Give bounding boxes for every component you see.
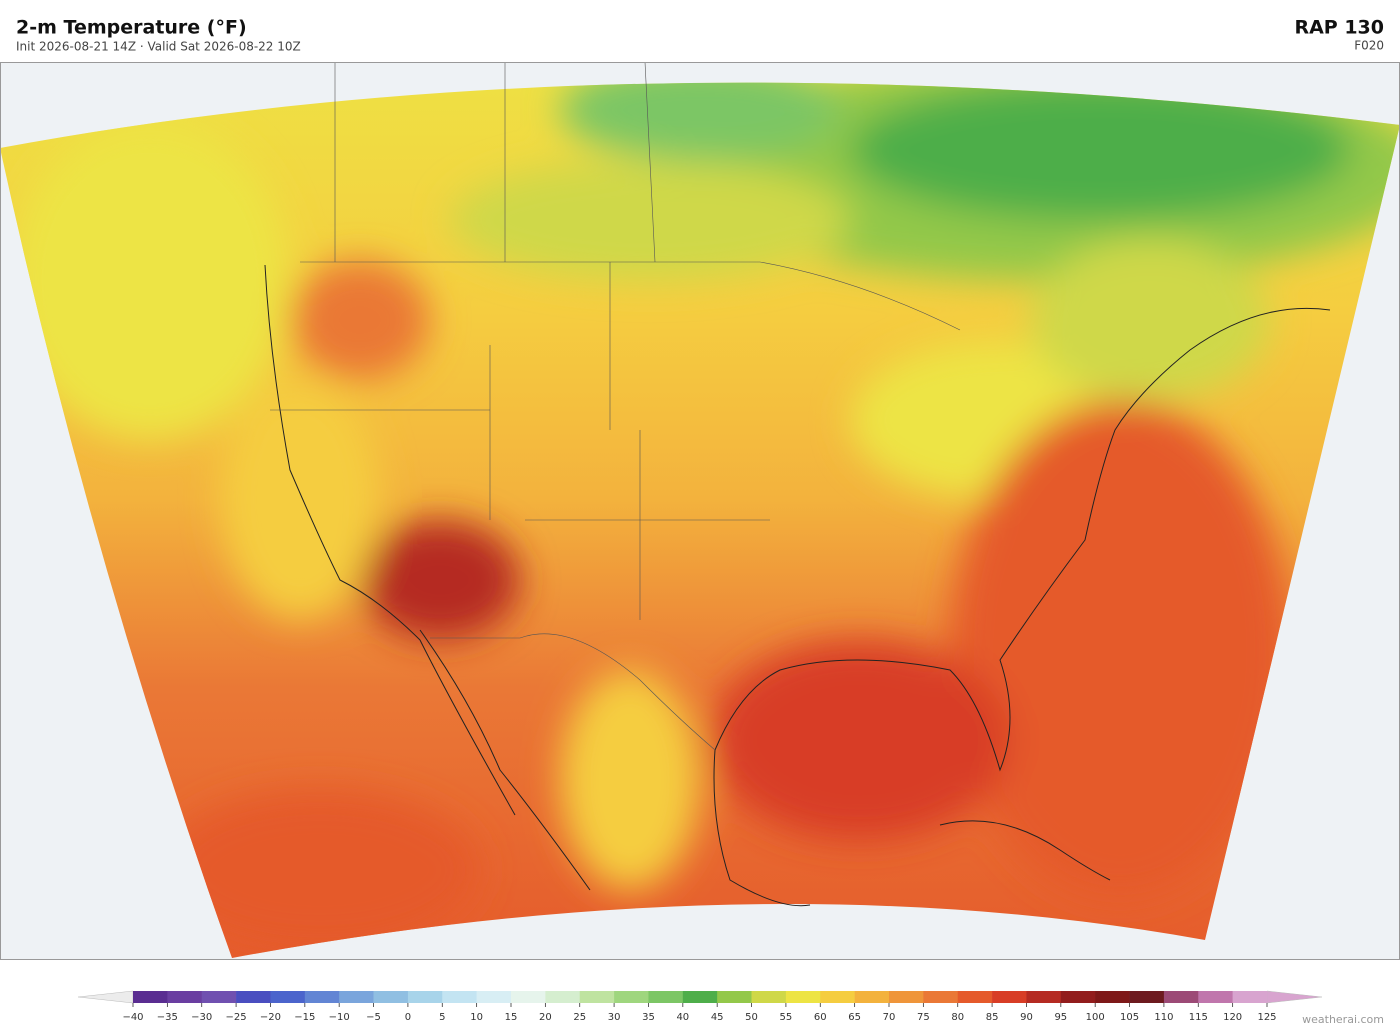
colorbar-bin [1095,991,1130,1003]
colorbar-bin [682,991,718,1003]
borders [270,62,961,751]
colorbar-tick-label: 125 [1257,1012,1276,1023]
colorbar-tick-label: −5 [366,1012,381,1023]
colorbar-bin [1026,991,1062,1003]
colorbar-bin [579,991,615,1003]
colorbar-bin [820,991,855,1003]
colorbar-bin [304,991,340,1003]
colorbar-bin [957,991,993,1003]
colorbar-tick-label: 5 [439,1012,445,1023]
colorbar-tick-label: −15 [294,1012,315,1023]
colorbar-bin [1163,991,1199,1003]
colorbar-tick-label: −30 [191,1012,212,1023]
colorbar-tick-label: 90 [1020,1012,1033,1023]
colorbar-bin [889,991,924,1003]
colorbar-over [1266,990,1323,1004]
colorbar-tick-label: 55 [780,1012,793,1023]
colorbar-bin [648,991,684,1003]
colorbar-tick-label: 60 [814,1012,827,1023]
colorbar-tick-label: 45 [711,1012,724,1023]
colorbar-tick-label: 10 [470,1012,483,1023]
colorbar-tick-label: 85 [986,1012,999,1023]
colorbar-bin [992,991,1027,1003]
colorbar-tick-label: 15 [505,1012,518,1023]
colorbar-tick-label: 70 [883,1012,896,1023]
colorbar-bin [339,991,374,1003]
colorbar-tick-label: 80 [951,1012,964,1023]
colorbar-bin [545,991,581,1003]
colorbar-tick-label: 30 [608,1012,621,1023]
colorbar-tick-label: −10 [329,1012,350,1023]
colorbar-tick-label: 115 [1189,1012,1208,1023]
colorbar-bin [476,991,512,1003]
colorbar-tick-label: 105 [1120,1012,1139,1023]
colorbar-bin [1198,991,1233,1003]
colorbar-tick-label: 40 [676,1012,689,1023]
colorbar-bin [133,991,168,1003]
colorbar-tick-label: 95 [1054,1012,1067,1023]
colorbar-tick-label: 110 [1154,1012,1173,1023]
colorbar-bin [407,991,443,1003]
colorbar-bin [854,991,890,1003]
colorbar-bin [442,991,477,1003]
colorbar-bin [167,991,203,1003]
colorbar-bin [923,991,959,1003]
colorbar-tick-label: 25 [573,1012,586,1023]
model: RAP 130 [1294,17,1384,39]
colorbar-tick-label: 120 [1223,1012,1242,1023]
colorbar-under [77,990,134,1004]
colorbar-bin [751,991,787,1003]
colorbar-bin [373,991,409,1003]
title: 2-m Temperature (°F) [16,17,247,39]
colorbar-bin [785,991,821,1003]
colorbar-tick-label: −20 [260,1012,281,1023]
colorbar-tick-label: 0 [405,1012,411,1023]
credit: weatherai.com [1302,1013,1384,1026]
colorbar-bin [1232,991,1268,1003]
colorbar-tick-label: 50 [745,1012,758,1023]
map [0,62,1400,960]
colorbar-tick-label: 75 [917,1012,930,1023]
colorbar-bin [1129,991,1165,1003]
temperature-field [0,82,1400,959]
colorbar-bin [1060,991,1096,1003]
colorbar-tick-label: 20 [539,1012,552,1023]
colorbar-tick-label: 100 [1086,1012,1105,1023]
subtitle: Init 2026-08-21 14Z · Valid Sat 2026-08-… [16,40,301,54]
colorbar-bin [270,991,306,1003]
forecast-hour: F020 [1354,39,1384,53]
colorbar-bin [236,991,271,1003]
colorbar-tick-label: 35 [642,1012,655,1023]
colorbar-bin [511,991,546,1003]
colorbar-bin [201,991,237,1003]
colorbar-tick-label: 65 [848,1012,861,1023]
colorbar-tick-label: −25 [226,1012,247,1023]
colorbar-tick-label: −40 [122,1012,143,1023]
colorbar-bin [717,991,752,1003]
colorbar-tick-label: −35 [157,1012,178,1023]
coastlines [264,264,1331,907]
colorbar-bin [614,991,649,1003]
